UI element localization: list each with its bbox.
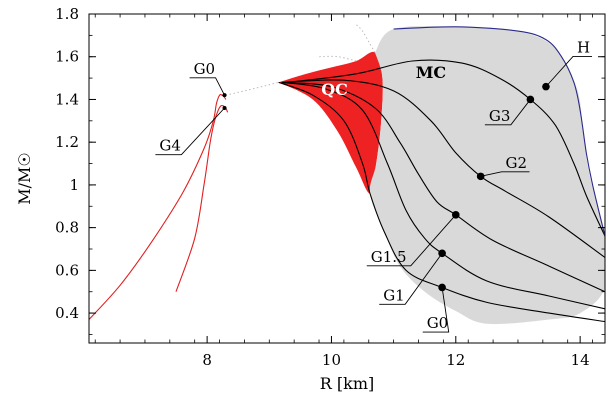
x-tick-label: 14 [571, 351, 590, 369]
label-h-7: H [577, 38, 590, 56]
region-label-qc: QC [321, 80, 348, 99]
label-g1-5-2: G1.5 [371, 248, 407, 266]
leader-line-g0-4 [422, 287, 450, 333]
leader-line-g1-3 [379, 253, 443, 305]
leader-line-g4-1 [155, 107, 225, 156]
series-g2-hybrid [281, 79, 605, 258]
y-tick-label: 0.8 [55, 219, 79, 237]
leader-line-g0-0 [189, 77, 225, 96]
label-g0-0: G0 [194, 60, 216, 78]
label-g1-3: G1 [383, 286, 405, 304]
region-qc [278, 51, 383, 194]
unstable-branch-2 [318, 55, 357, 62]
series-h-hadronic [393, 26, 605, 237]
series-g3-hybrid [287, 59, 605, 237]
x-tick-label: 10 [322, 351, 341, 369]
y-axis-title: M/M☉ [15, 152, 34, 205]
label-g4-1: G4 [159, 137, 181, 155]
unstable-branch-0 [225, 81, 279, 96]
y-tick-label: 0.4 [55, 304, 79, 322]
x-tick-label: 8 [202, 351, 212, 369]
label-g2-5: G2 [506, 154, 528, 172]
x-tick-label: 12 [446, 351, 465, 369]
y-tick-label: 1.4 [55, 90, 79, 108]
y-tick-label: 0.6 [55, 261, 79, 279]
leader-line-h-7 [545, 56, 593, 87]
y-tick-label: 1 [69, 176, 79, 194]
y-tick-label: 1.2 [55, 133, 79, 151]
y-tick-label: 1.6 [55, 48, 79, 66]
leader-line-g3-6 [484, 99, 531, 126]
series-g1-hybrid [281, 81, 605, 310]
chart-annotations: G0 G4 G1.5 G1 G0 G2 G3 H QC MC [155, 38, 593, 333]
series-g4-strange_star [175, 104, 229, 292]
label-g0-4: G0 [427, 314, 449, 332]
chart-axes: 8 10 12 14 0.4 0.6 0.8 1 1.2 1.4 1.6 1.8 [55, 5, 606, 369]
leader-line-g2-5 [480, 171, 530, 177]
y-tick-label: 1.8 [55, 5, 79, 23]
unstable-branch-1 [355, 24, 376, 53]
x-axis-title: R [km] [320, 374, 374, 393]
region-label-mc: MC [416, 63, 446, 82]
series-g1-5-hybrid [281, 81, 605, 293]
series-g0-hybrid [278, 81, 605, 323]
plot-frame [88, 13, 606, 344]
label-g3-6: G3 [489, 107, 511, 125]
leader-line-g1-5-2 [366, 214, 457, 267]
marker-g1-3 [438, 249, 446, 258]
